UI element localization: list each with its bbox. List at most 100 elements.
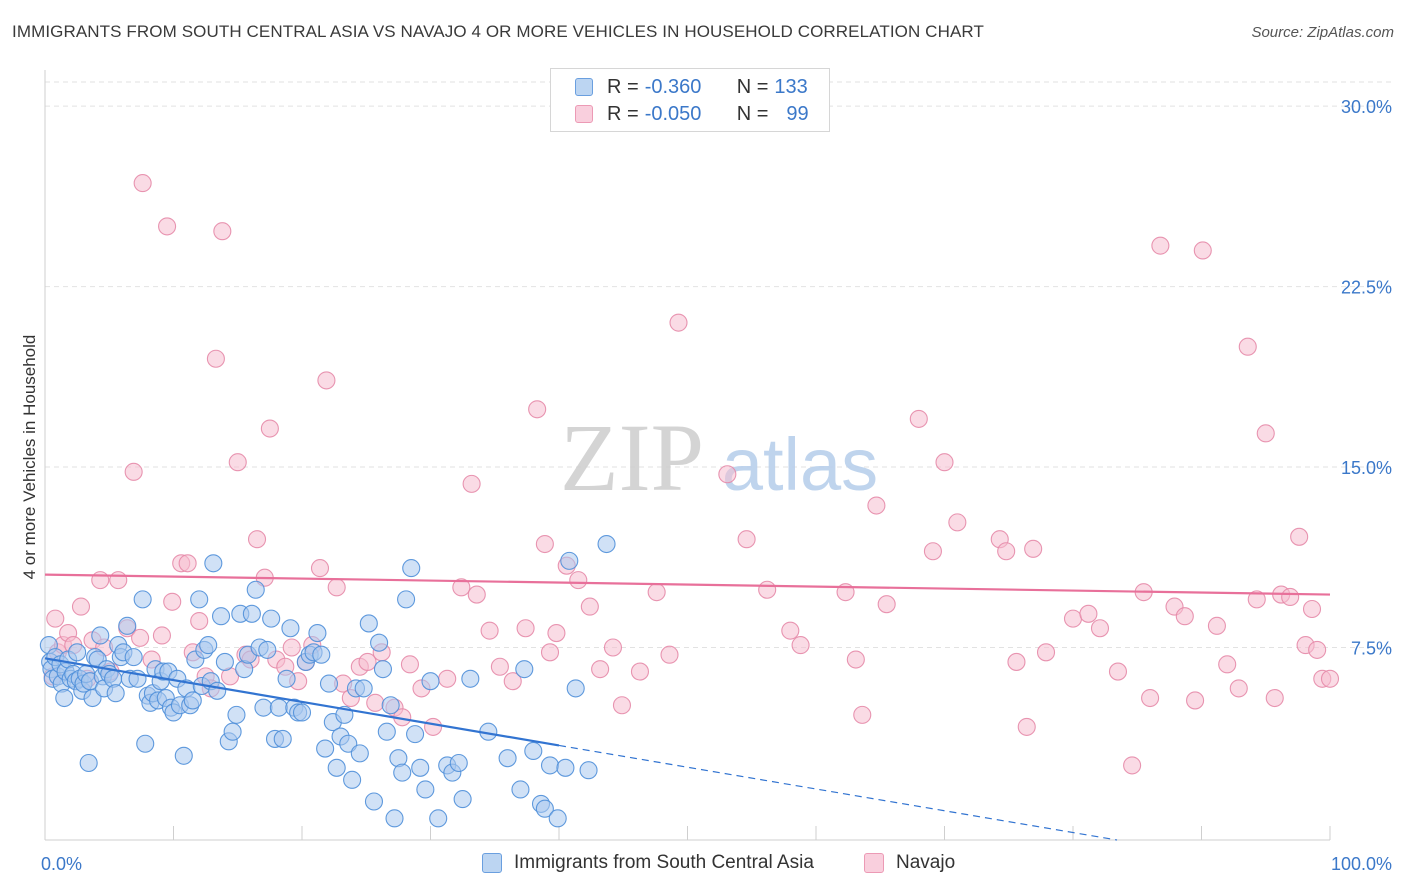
navajo-point: [480, 621, 499, 640]
navajo-point: [846, 650, 865, 669]
navajo-point: [580, 597, 599, 616]
immigrants-point: [535, 799, 554, 818]
navajo-point: [1186, 691, 1205, 710]
navajo-point: [1151, 236, 1170, 255]
watermark-zip: ZIP: [560, 404, 704, 511]
y-axis-label: 4 or more Vehicles in Household: [20, 335, 39, 580]
navajo-point: [737, 530, 756, 549]
immigrants-points: [39, 534, 616, 828]
immigrants-point: [373, 660, 393, 679]
immigrants-point: [91, 626, 110, 645]
series-label: Immigrants from South Central Asia: [514, 852, 814, 873]
immigrants-point: [183, 691, 202, 710]
navajo-point: [603, 638, 623, 657]
navajo-point: [535, 534, 554, 554]
legend-n-value: 133: [774, 75, 808, 98]
immigrants-point: [540, 756, 560, 775]
navajo-point: [490, 657, 509, 676]
immigrants-point: [83, 688, 102, 708]
legend-row-navajo: R = -0.050 N = 99: [575, 102, 809, 126]
immigrants-point: [106, 684, 125, 703]
immigrants-point: [246, 580, 265, 599]
navajo-point: [206, 349, 225, 368]
navajo-point: [260, 419, 279, 438]
navajo-point: [669, 313, 688, 332]
immigrants-point: [136, 734, 155, 753]
immigrants-point: [381, 696, 400, 715]
immigrants-point: [548, 809, 567, 828]
immigrants-point: [215, 652, 234, 671]
immigrants-point: [316, 739, 335, 758]
immigrants-point: [223, 722, 242, 741]
legend-n-label: N =: [736, 102, 769, 125]
series-swatch-blue: [482, 853, 502, 873]
immigrants-point: [359, 614, 378, 633]
navajo-point: [923, 542, 942, 561]
navajo-point: [997, 542, 1016, 561]
watermark-atlas: atlas: [722, 423, 878, 506]
immigrants-point: [124, 648, 143, 667]
navajo-point: [516, 619, 535, 638]
navajo-point: [758, 580, 777, 599]
navajo-point: [1308, 640, 1327, 659]
navajo-point: [213, 222, 232, 241]
navajo-point: [71, 597, 91, 616]
navajo-point: [247, 530, 267, 549]
immigrants-point: [211, 607, 231, 626]
navajo-point: [909, 409, 928, 428]
series-legend-navajo: Navajo: [864, 852, 955, 874]
navajo-point: [1281, 587, 1300, 607]
legend-row-immigrants: R = -0.360 N = 133: [575, 75, 808, 99]
navajo-point: [317, 371, 336, 390]
immigrants-point: [385, 809, 404, 828]
navajo-point: [178, 554, 197, 573]
immigrants-point: [579, 761, 598, 780]
immigrants-point: [343, 770, 362, 789]
navajo-point: [1036, 643, 1056, 662]
navajo-point: [877, 595, 896, 614]
immigrants-point: [556, 758, 575, 777]
immigrants-point: [453, 790, 472, 809]
immigrants-point: [461, 669, 480, 688]
immigrants-point: [354, 679, 373, 698]
immigrants-point: [208, 681, 227, 700]
navajo-point: [327, 578, 346, 597]
series-legend-immigrants: Immigrants from South Central Asia: [482, 852, 814, 874]
navajo-point: [131, 628, 150, 647]
navajo-point: [528, 400, 547, 419]
navajo-point: [1108, 662, 1128, 681]
navajo-point: [1207, 616, 1226, 635]
immigrants-point: [524, 741, 543, 761]
source-credit: Source: ZipAtlas.com: [1251, 24, 1394, 41]
navajo-point: [503, 672, 522, 691]
navajo-point: [1265, 688, 1284, 708]
immigrants-point: [397, 590, 416, 609]
navajo-point: [133, 174, 152, 193]
navajo-point: [124, 462, 143, 481]
immigrants-point: [133, 590, 152, 609]
immigrants-point: [308, 624, 327, 643]
navajo-point: [718, 465, 737, 484]
y-tick-label: 22.5%: [1341, 278, 1392, 298]
navajo-point: [781, 621, 800, 640]
correlation-legend: R = -0.360 N = 133 R = -0.050 N = 99: [550, 68, 830, 132]
navajo-point: [452, 578, 471, 597]
navajo-point: [540, 643, 560, 662]
immigrants-point: [277, 669, 296, 688]
immigrants-trend-extension: [558, 744, 1118, 841]
legend-r-label: R =: [607, 75, 639, 98]
immigrants-point: [204, 554, 223, 573]
y-tick-label: 7.5%: [1351, 639, 1392, 659]
legend-n-value: 99: [786, 102, 809, 125]
navajo-point: [109, 571, 128, 590]
navajo-point: [569, 571, 588, 590]
legend-r-value: -0.360: [644, 75, 702, 98]
navajo-point: [91, 571, 110, 590]
immigrants-point: [79, 753, 98, 773]
navajo-point: [282, 638, 301, 657]
navajo-point: [1079, 604, 1098, 623]
immigrants-point: [402, 559, 421, 578]
navajo-point: [1302, 599, 1322, 619]
x-tick-label: 100.0%: [1331, 854, 1392, 874]
navajo-point: [1017, 717, 1036, 736]
